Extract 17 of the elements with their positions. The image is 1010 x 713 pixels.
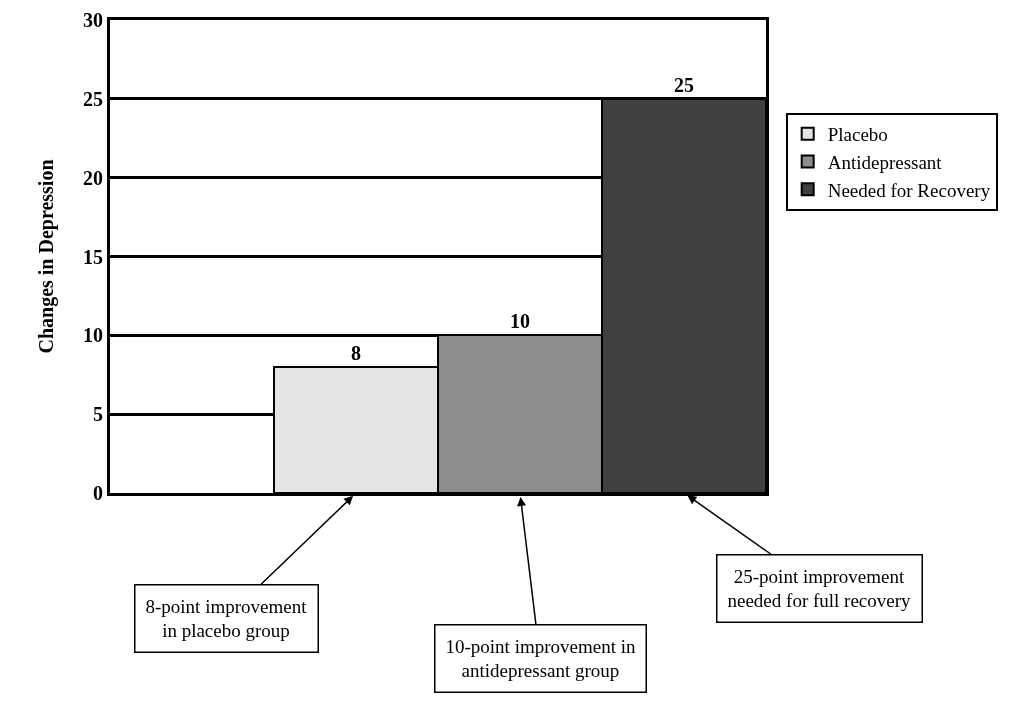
legend-label: Placebo	[827, 124, 888, 146]
y-tick-label: 15	[83, 245, 103, 268]
y-tick-label: 5	[93, 403, 103, 426]
y-tick-label: 30	[83, 9, 103, 31]
legend-label: Antidepressant	[827, 151, 943, 173]
y-axis-title: Changes in Depression	[34, 159, 58, 354]
y-tick-label: 25	[83, 87, 103, 110]
y-tick-label: 0	[93, 482, 103, 504]
text: 8-point improvement in placebo group	[145, 595, 308, 642]
data-label: 10	[510, 310, 530, 332]
y-tick-label: 20	[83, 166, 103, 189]
legend-label: Needed for Recovery	[827, 179, 991, 201]
data-label: 8	[351, 342, 361, 364]
text: 25-point improvement needed for full recovery	[727, 565, 912, 612]
text: 10-point improvement in antidepressant group	[445, 635, 636, 682]
y-tick-label: 10	[83, 324, 103, 347]
data-label: 25	[674, 74, 694, 96]
